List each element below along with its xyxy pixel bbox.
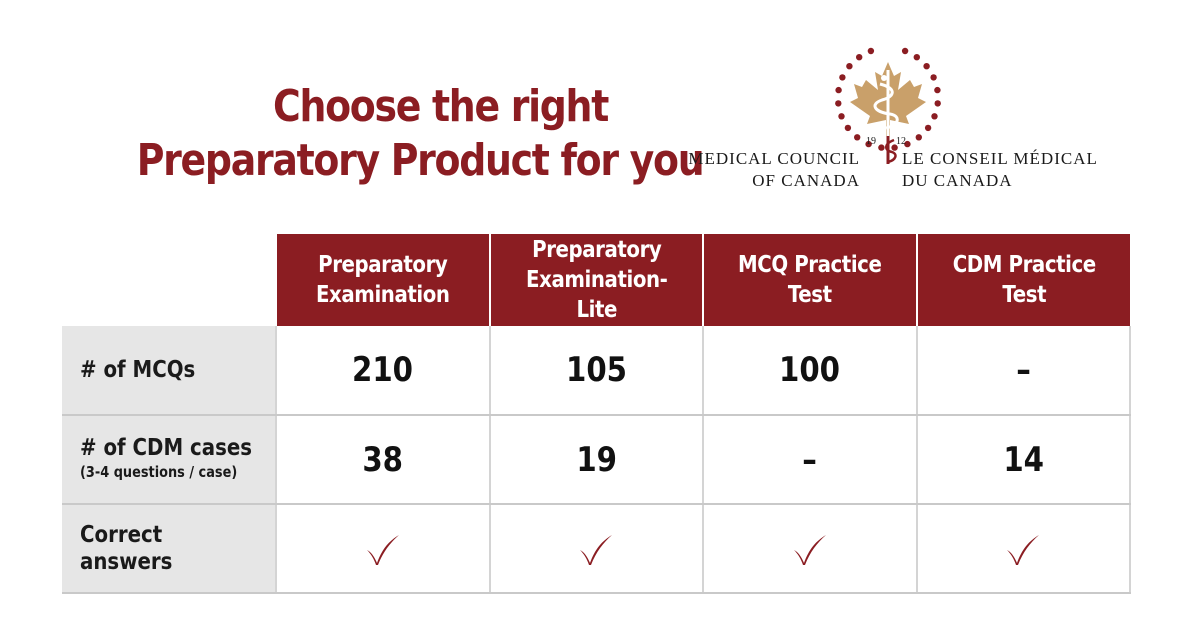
logo-fr-line-1: LE CONSEIL MÉDICAL: [902, 149, 1098, 168]
logo-ring-dot: [934, 86, 941, 94]
table-cell: 19: [488, 415, 703, 505]
logo-ring-dot: [854, 134, 861, 141]
logo-ring-dot: [923, 63, 930, 70]
row-label-cdm-cases-title: # of CDM cases: [80, 435, 253, 461]
logo-fr-line-2: DU CANADA: [902, 171, 1013, 190]
logo-english-name: MEDICAL COUNCIL OF CANADA: [688, 148, 860, 192]
table-cell: –: [915, 326, 1131, 416]
column-header-preparatory-examination-lite: Preparatory Examination-Lite: [488, 234, 703, 326]
logo-ring-dot: [913, 54, 920, 61]
logo-ring-dot: [844, 124, 852, 132]
table-cell: [488, 504, 703, 594]
logo-ring-dot: [846, 63, 853, 70]
logo-en-line-1: MEDICAL COUNCIL: [688, 149, 860, 168]
row-label-cdm-cases-subtitle: (3-4 questions / case): [80, 463, 238, 481]
table-cell: –: [702, 415, 917, 505]
row-label-correct-answers: Correct answers: [62, 504, 276, 594]
table-cell: 105: [488, 326, 703, 416]
product-comparison-table: Preparatory Examination Preparatory Exam…: [62, 234, 1131, 594]
table-cell: [915, 504, 1131, 594]
table-cell: 14: [915, 415, 1131, 505]
table-cell: [702, 504, 917, 594]
logo-ring-dot: [878, 144, 885, 151]
table-cell: 210: [275, 326, 490, 416]
headline-line-2: Preparatory Product for you: [136, 135, 705, 186]
logo-ring-dot: [891, 144, 898, 151]
checkmark-icon: [792, 533, 828, 567]
table-row: # of CDM cases (3-4 questions / case) 38…: [62, 415, 1131, 505]
checkmark-icon: [1005, 533, 1041, 567]
headline-line-1: Choose the right: [272, 81, 609, 132]
logo-ring-dot: [901, 47, 909, 55]
table-row: # of MCQs 210 105 100 –: [62, 326, 1131, 416]
checkmark-icon: [365, 533, 401, 567]
logo-ring-dot: [924, 124, 932, 132]
logo-ring-dot: [904, 140, 911, 148]
logo-en-line-2: OF CANADA: [752, 171, 860, 190]
column-header-cdm-practice-test: CDM Practice Test: [915, 234, 1130, 326]
logo-french-name: LE CONSEIL MÉDICAL DU CANADA: [902, 148, 1098, 192]
table-cell: 100: [702, 326, 917, 416]
logo-ring-dot: [835, 100, 842, 107]
column-header-preparatory-examination: Preparatory Examination: [275, 234, 490, 326]
table-corner: [62, 234, 276, 326]
row-label-cdm-cases: # of CDM cases (3-4 questions / case): [62, 415, 276, 505]
column-header-mcq-practice-test: MCQ Practice Test: [702, 234, 917, 326]
table-header-row: Preparatory Examination Preparatory Exam…: [62, 234, 1130, 326]
checkmark-icon: [578, 533, 614, 567]
logo-ring-dot: [931, 113, 938, 120]
table-cell: [275, 504, 490, 594]
logo-ring-dot: [856, 54, 863, 61]
table-cell: 38: [275, 415, 490, 505]
headline: Choose the right Preparatory Product for…: [136, 80, 705, 188]
logo-ring-dot: [867, 47, 875, 55]
logo-ring-dot: [930, 74, 937, 81]
logo-ring-dot: [838, 113, 845, 120]
logo-year-right: 12: [896, 136, 906, 147]
maple-leaf-caduceus-icon: 19 12: [835, 47, 941, 164]
row-label-mcqs: # of MCQs: [62, 326, 276, 416]
mcc-logo: 19 12 MEDICAL COUNCIL OF CANADA LE CONSE…: [668, 40, 1118, 200]
logo-ring-dot: [835, 86, 842, 94]
table-row: Correct answers: [62, 504, 1131, 594]
logo-year-left: 19: [866, 136, 876, 147]
logo-ring-dot: [915, 134, 922, 141]
logo-ring-dot: [865, 140, 872, 148]
logo-ring-dot: [934, 100, 941, 107]
logo-ring-dot: [839, 74, 846, 81]
